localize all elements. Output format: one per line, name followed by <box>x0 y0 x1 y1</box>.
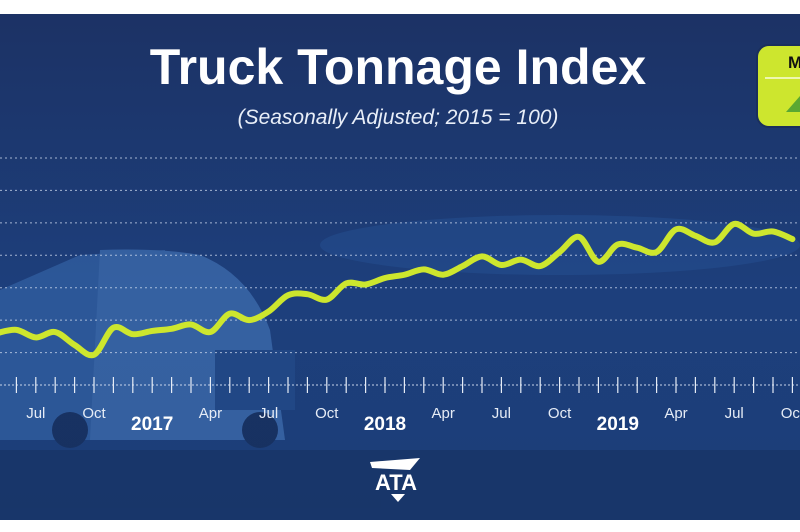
year-label: 2018 <box>364 414 406 435</box>
month-label: Jul <box>725 405 744 422</box>
x-tick-labels: Jul Oct 2017 Apr Jul Oct 2018 Apr Jul Oct 2019 Apr J… <box>26 405 800 435</box>
year-label: 2019 <box>597 414 639 435</box>
ata-logo-icon <box>370 458 420 470</box>
month-label: Apr <box>432 405 455 422</box>
badge-text: M <box>788 53 800 72</box>
month-label: Jul <box>259 405 278 422</box>
year-label: 2017 <box>131 414 173 435</box>
month-label: Oct <box>82 405 106 422</box>
month-label: Jul <box>26 405 45 422</box>
month-label: Apr <box>664 405 687 422</box>
up-triangle-icon <box>786 96 800 112</box>
month-label: Apr <box>199 405 222 422</box>
month-label: Oct <box>548 405 572 422</box>
month-label: Oct <box>781 405 800 422</box>
month-label: Oct <box>315 405 339 422</box>
badge: M <box>756 44 800 128</box>
ata-logo-text: ATA <box>375 470 417 495</box>
ata-logo: ATA <box>370 458 420 502</box>
x-axis <box>0 377 800 393</box>
truck-photo-background <box>0 215 800 520</box>
chart-subtitle: (Seasonally Adjusted; 2015 = 100) <box>238 106 559 129</box>
tonnage-line <box>0 220 796 359</box>
series-line <box>0 220 796 359</box>
month-label: Jul <box>492 405 511 422</box>
chart-title: Truck Tonnage Index <box>150 39 647 95</box>
gridlines <box>0 157 800 354</box>
